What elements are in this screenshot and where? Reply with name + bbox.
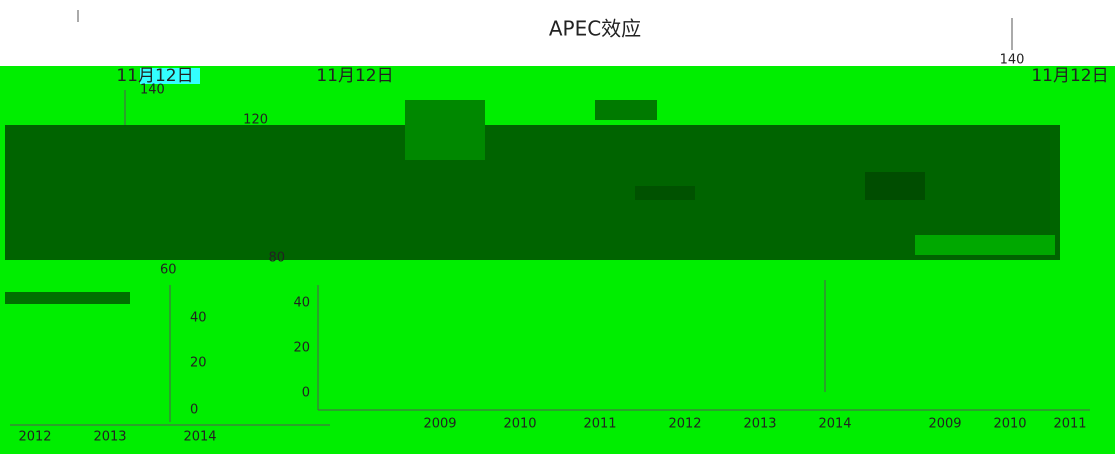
block <box>635 186 695 200</box>
tick-label: 40 <box>190 311 207 326</box>
tick-label: 20 <box>293 341 310 356</box>
year-label: 2012 <box>18 430 51 445</box>
title: APEC效应 <box>549 17 641 41</box>
tick-label: 140 <box>1000 53 1025 68</box>
block <box>595 100 657 120</box>
date-label: 11月12日 <box>1031 66 1108 86</box>
block <box>405 100 485 160</box>
block <box>5 292 130 304</box>
highlight <box>140 68 200 84</box>
year-label: 2013 <box>93 430 126 445</box>
year-label: 2013 <box>743 417 776 432</box>
tick-label: 140 <box>140 83 165 98</box>
date-label: 11月12日 <box>316 66 393 86</box>
block <box>865 172 925 200</box>
year-label: 2010 <box>993 417 1026 432</box>
year-label: 2011 <box>1053 417 1086 432</box>
tick-label: 40 <box>293 296 310 311</box>
tick-label: 60 <box>160 263 177 278</box>
year-label: 2009 <box>928 417 961 432</box>
year-label: 2014 <box>818 417 851 432</box>
year-label: 2010 <box>503 417 536 432</box>
year-label: 2012 <box>668 417 701 432</box>
year-label: 2014 <box>183 430 216 445</box>
tick-label: 80 <box>268 251 285 266</box>
year-label: 2009 <box>423 417 456 432</box>
block <box>915 235 1055 255</box>
date-label: 11月12日 <box>116 66 193 86</box>
tick-label: 20 <box>190 356 207 371</box>
tick-label: 120 <box>243 113 268 128</box>
year-label: 2011 <box>583 417 616 432</box>
tick-label: 0 <box>302 386 310 401</box>
top-strip <box>0 0 1115 66</box>
tick-label: 0 <box>190 403 198 418</box>
